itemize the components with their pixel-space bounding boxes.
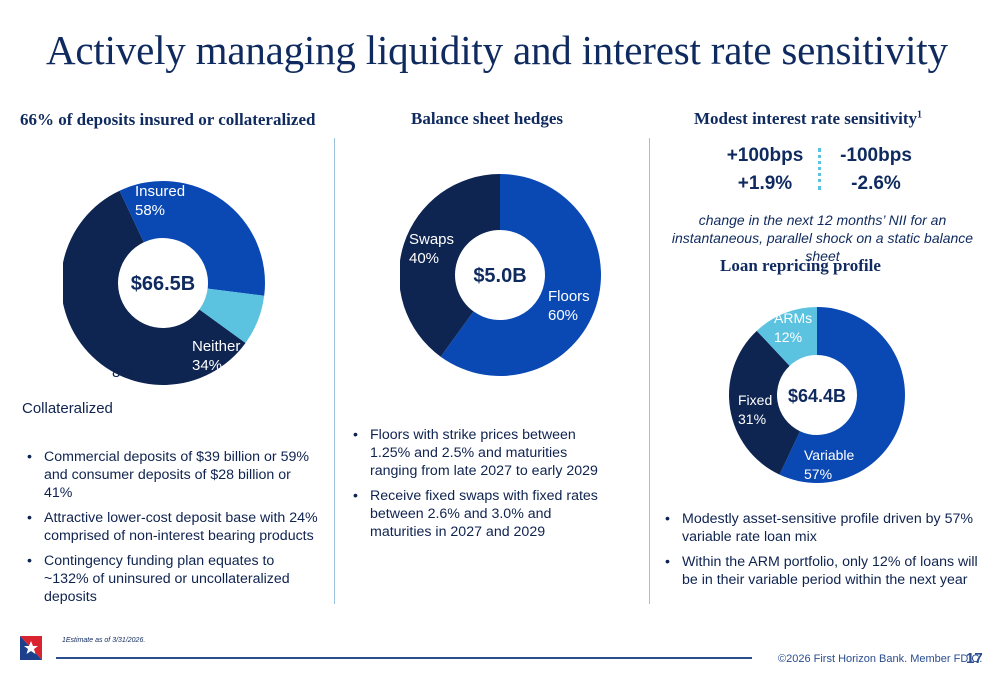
page-title: Actively managing liquidity and interest…	[46, 27, 948, 73]
insured-label: Insured 58%	[135, 182, 185, 220]
collateralized-slice	[199, 288, 265, 343]
insured-slice	[63, 190, 246, 385]
deposits-donut-chart: $66.5B	[63, 181, 266, 385]
neither-value: 34%	[192, 357, 223, 374]
hedges-center-label: $5.0B	[473, 265, 526, 287]
variable-label: Variable 57%	[804, 446, 854, 484]
swaps-label: Swaps 40%	[409, 230, 454, 268]
hedges-bullets: Floors with strike prices between 1.25% …	[348, 426, 610, 548]
sensitivity-footnote-mark: 1	[917, 109, 922, 121]
loans-center-label: $64.4B	[788, 386, 846, 406]
insured-value: 58%	[135, 202, 166, 219]
sensitivity-separator	[818, 148, 825, 190]
floors-value: 60%	[548, 307, 579, 324]
loans-heading: Loan repricing profile	[720, 256, 881, 275]
list-item: Receive fixed swaps with fixed rates bet…	[348, 487, 610, 541]
list-item: Within the ARM portfolio, only 12% of lo…	[660, 553, 995, 589]
page-number: 17	[966, 650, 983, 667]
column-divider-right	[649, 138, 650, 604]
neither-slice	[119, 181, 266, 296]
arms-category: ARMs	[774, 310, 813, 326]
neither-category: Neither	[192, 338, 241, 355]
variable-slice	[779, 307, 905, 483]
footnote: 1Estimate as of 3/31/2026.	[62, 637, 146, 644]
arms-value: 12%	[774, 329, 803, 345]
copyright: ©2026 First Horizon Bank. Member FDIC.	[778, 653, 983, 665]
down-shock-label: -100bps	[840, 145, 912, 166]
sensitivity-note: change in the next 12 months’ NII for an…	[671, 212, 974, 264]
column-divider-left	[334, 138, 335, 604]
deposits-bullets: Commercial deposits of $39 billion or 59…	[22, 448, 322, 613]
hedges-heading: Balance sheet hedges	[411, 109, 564, 128]
first-horizon-logo-icon	[20, 636, 42, 660]
fixed-category: Fixed	[738, 392, 773, 408]
floors-label: Floors 60%	[548, 287, 590, 325]
deposits-center-label: $66.5B	[131, 273, 196, 295]
swaps-category: Swaps	[409, 231, 455, 248]
fixed-slice	[729, 330, 800, 475]
neither-label: Neither 34%	[192, 337, 240, 375]
collateralized-category: Collateralized	[22, 400, 113, 417]
list-item: Commercial deposits of $39 billion or 59…	[22, 448, 322, 502]
sensitivity-heading-text: Modest interest rate sensitivity	[694, 109, 917, 128]
loans-donut-chart: $64.4B	[729, 307, 905, 483]
swaps-value: 40%	[409, 250, 440, 267]
arms-label: ARMs 12%	[774, 309, 812, 347]
sensitivity-heading: Modest interest rate sensitivity1	[694, 109, 922, 129]
list-item: Contingency funding plan equates to ~132…	[22, 552, 322, 606]
list-item: Modestly asset-sensitive profile driven …	[660, 510, 995, 546]
floors-category: Floors	[548, 288, 590, 305]
footer-rule	[56, 657, 752, 659]
down-shock-value: -2.6%	[851, 173, 901, 194]
arms-slice	[756, 307, 817, 366]
up-shock-label: +100bps	[726, 145, 804, 166]
deposits-heading: 66% of deposits insured or collateralize…	[20, 110, 316, 129]
hedges-donut-chart: $5.0B	[400, 174, 601, 376]
list-item: Attractive lower-cost deposit base with …	[22, 509, 322, 545]
variable-category: Variable	[804, 447, 855, 463]
collateralized-value: 8%	[112, 364, 134, 381]
fixed-value: 31%	[738, 411, 767, 427]
swaps-slice	[400, 174, 500, 357]
loans-bullets: Modestly asset-sensitive profile driven …	[660, 510, 995, 596]
floors-slice	[440, 174, 601, 376]
list-item: Floors with strike prices between 1.25% …	[348, 426, 610, 480]
variable-value: 57%	[804, 466, 833, 482]
fixed-label: Fixed 31%	[738, 391, 772, 429]
insured-category: Insured	[135, 183, 186, 200]
up-shock-value: +1.9%	[737, 173, 793, 194]
